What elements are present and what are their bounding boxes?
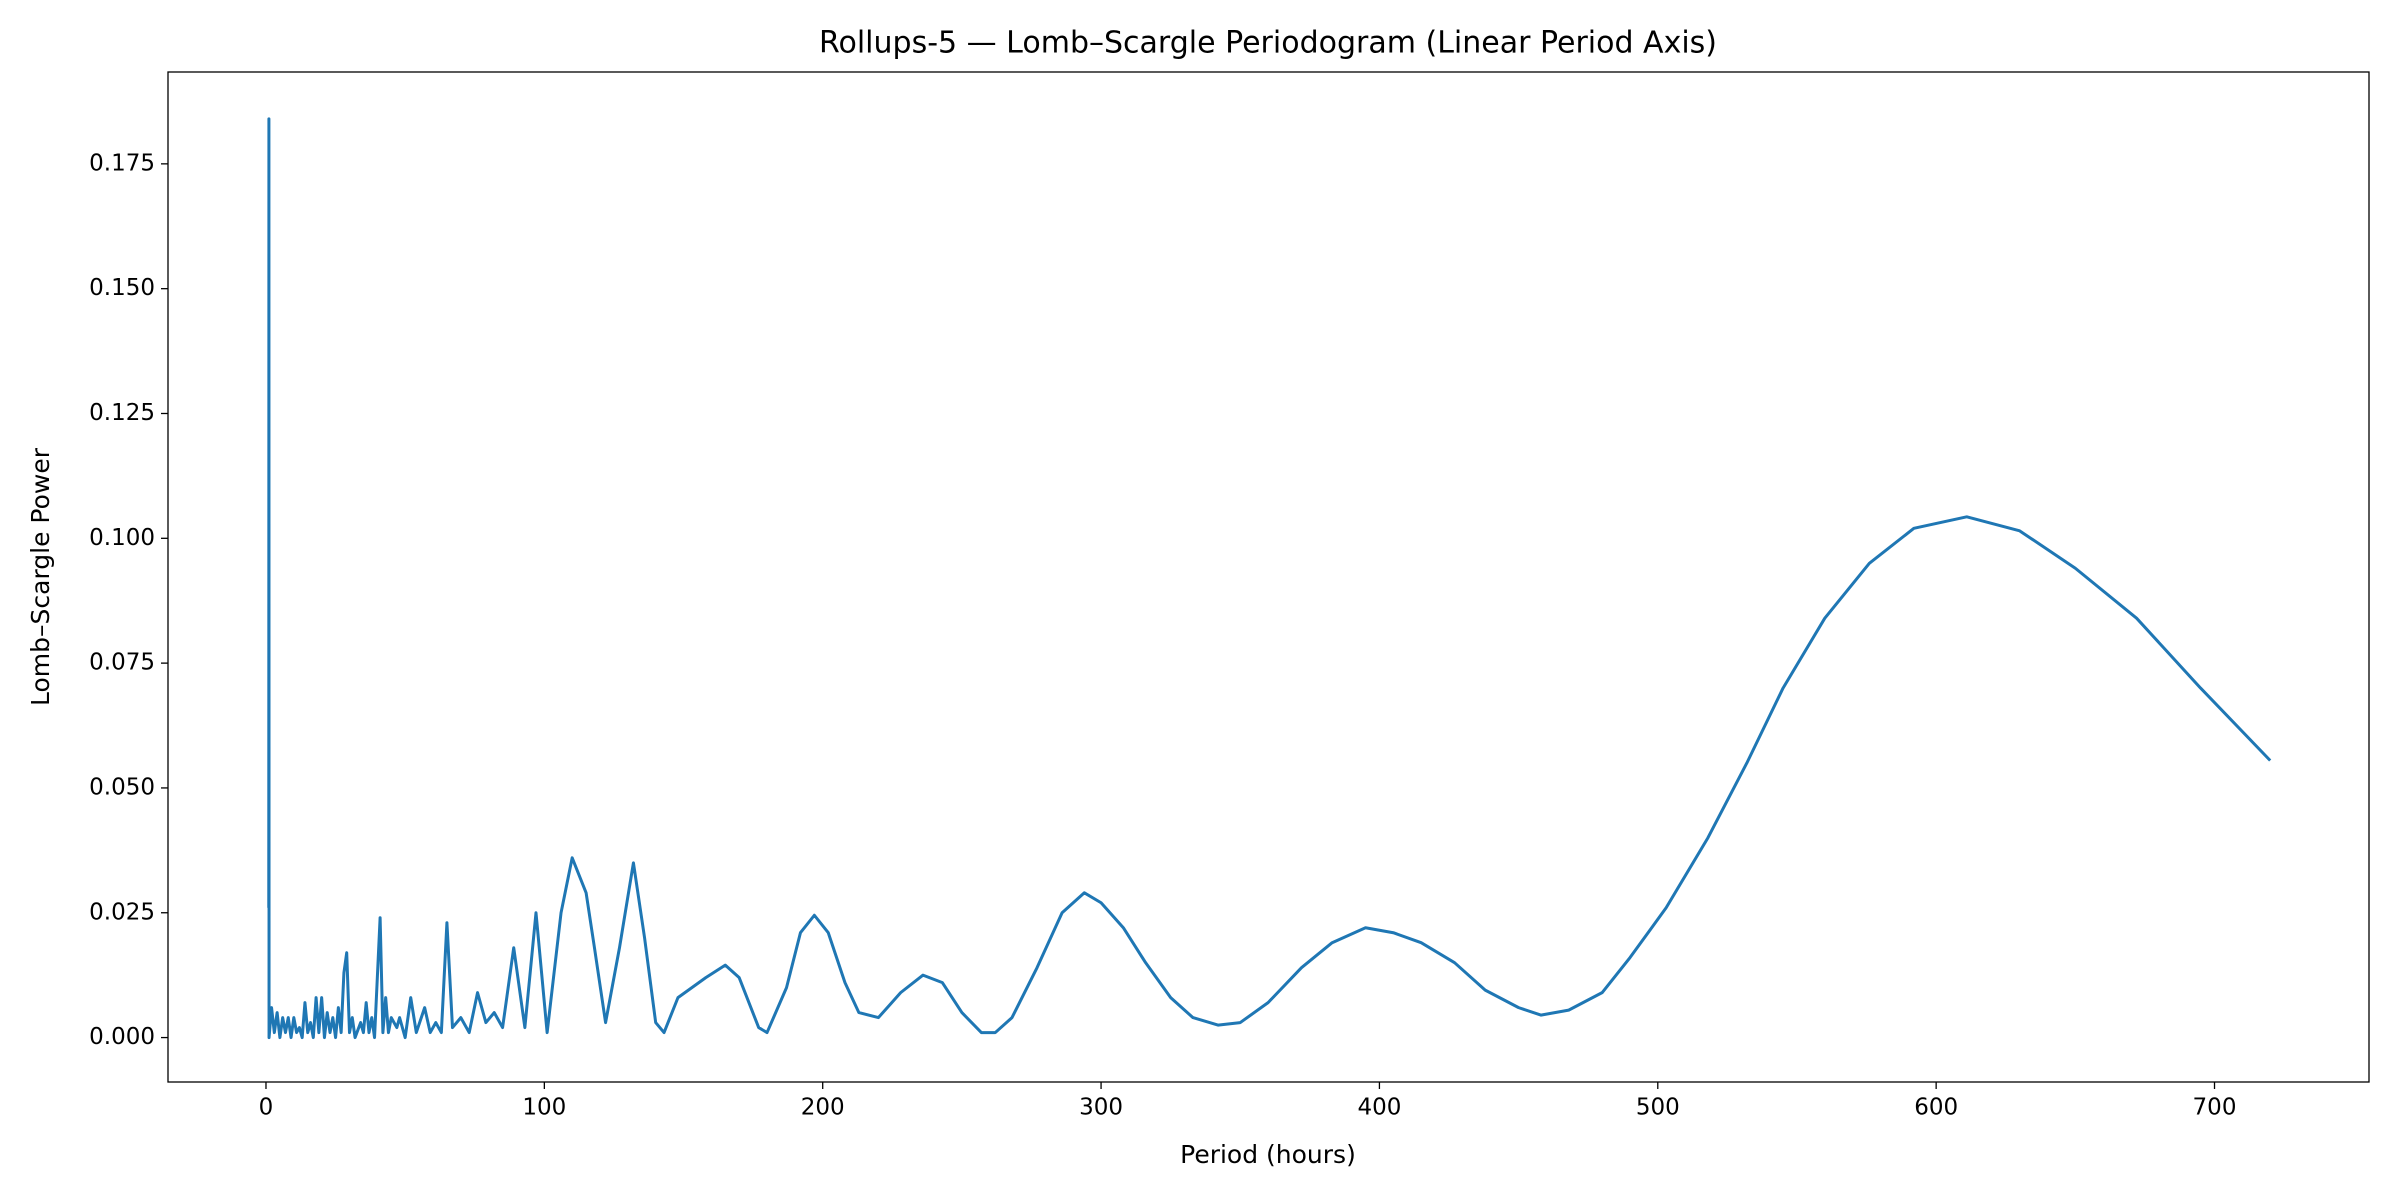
x-tick-label: 300: [1079, 1095, 1123, 1121]
x-tick-label: 500: [1636, 1095, 1680, 1121]
plot-frame: [167, 71, 2370, 1083]
x-tick-label: 400: [1357, 1095, 1401, 1121]
chart-title: Rollups-5 — Lomb–Scargle Periodogram (Li…: [819, 26, 1717, 61]
line-series: [267, 117, 2272, 1040]
y-tick-label: 0.050: [89, 774, 155, 800]
x-tick-label: 0: [259, 1095, 274, 1121]
y-tick-label: 0.150: [89, 275, 155, 301]
y-tick-label: 0.000: [89, 1024, 155, 1050]
x-tick-label: 600: [1914, 1095, 1958, 1121]
y-axis-label: Lomb–Scargle Power: [26, 447, 55, 706]
y-tick-label: 0.025: [89, 899, 155, 925]
x-tick-label: 700: [2193, 1095, 2237, 1121]
y-tick-label: 0.100: [89, 525, 155, 551]
y-tick-label: 0.175: [89, 150, 155, 176]
x-axis-label: Period (hours): [1180, 1140, 1356, 1169]
x-tick-label: 200: [801, 1095, 845, 1121]
x-tick-label: 100: [522, 1095, 566, 1121]
y-tick-label: 0.075: [89, 650, 155, 676]
y-tick-label: 0.125: [89, 400, 155, 426]
